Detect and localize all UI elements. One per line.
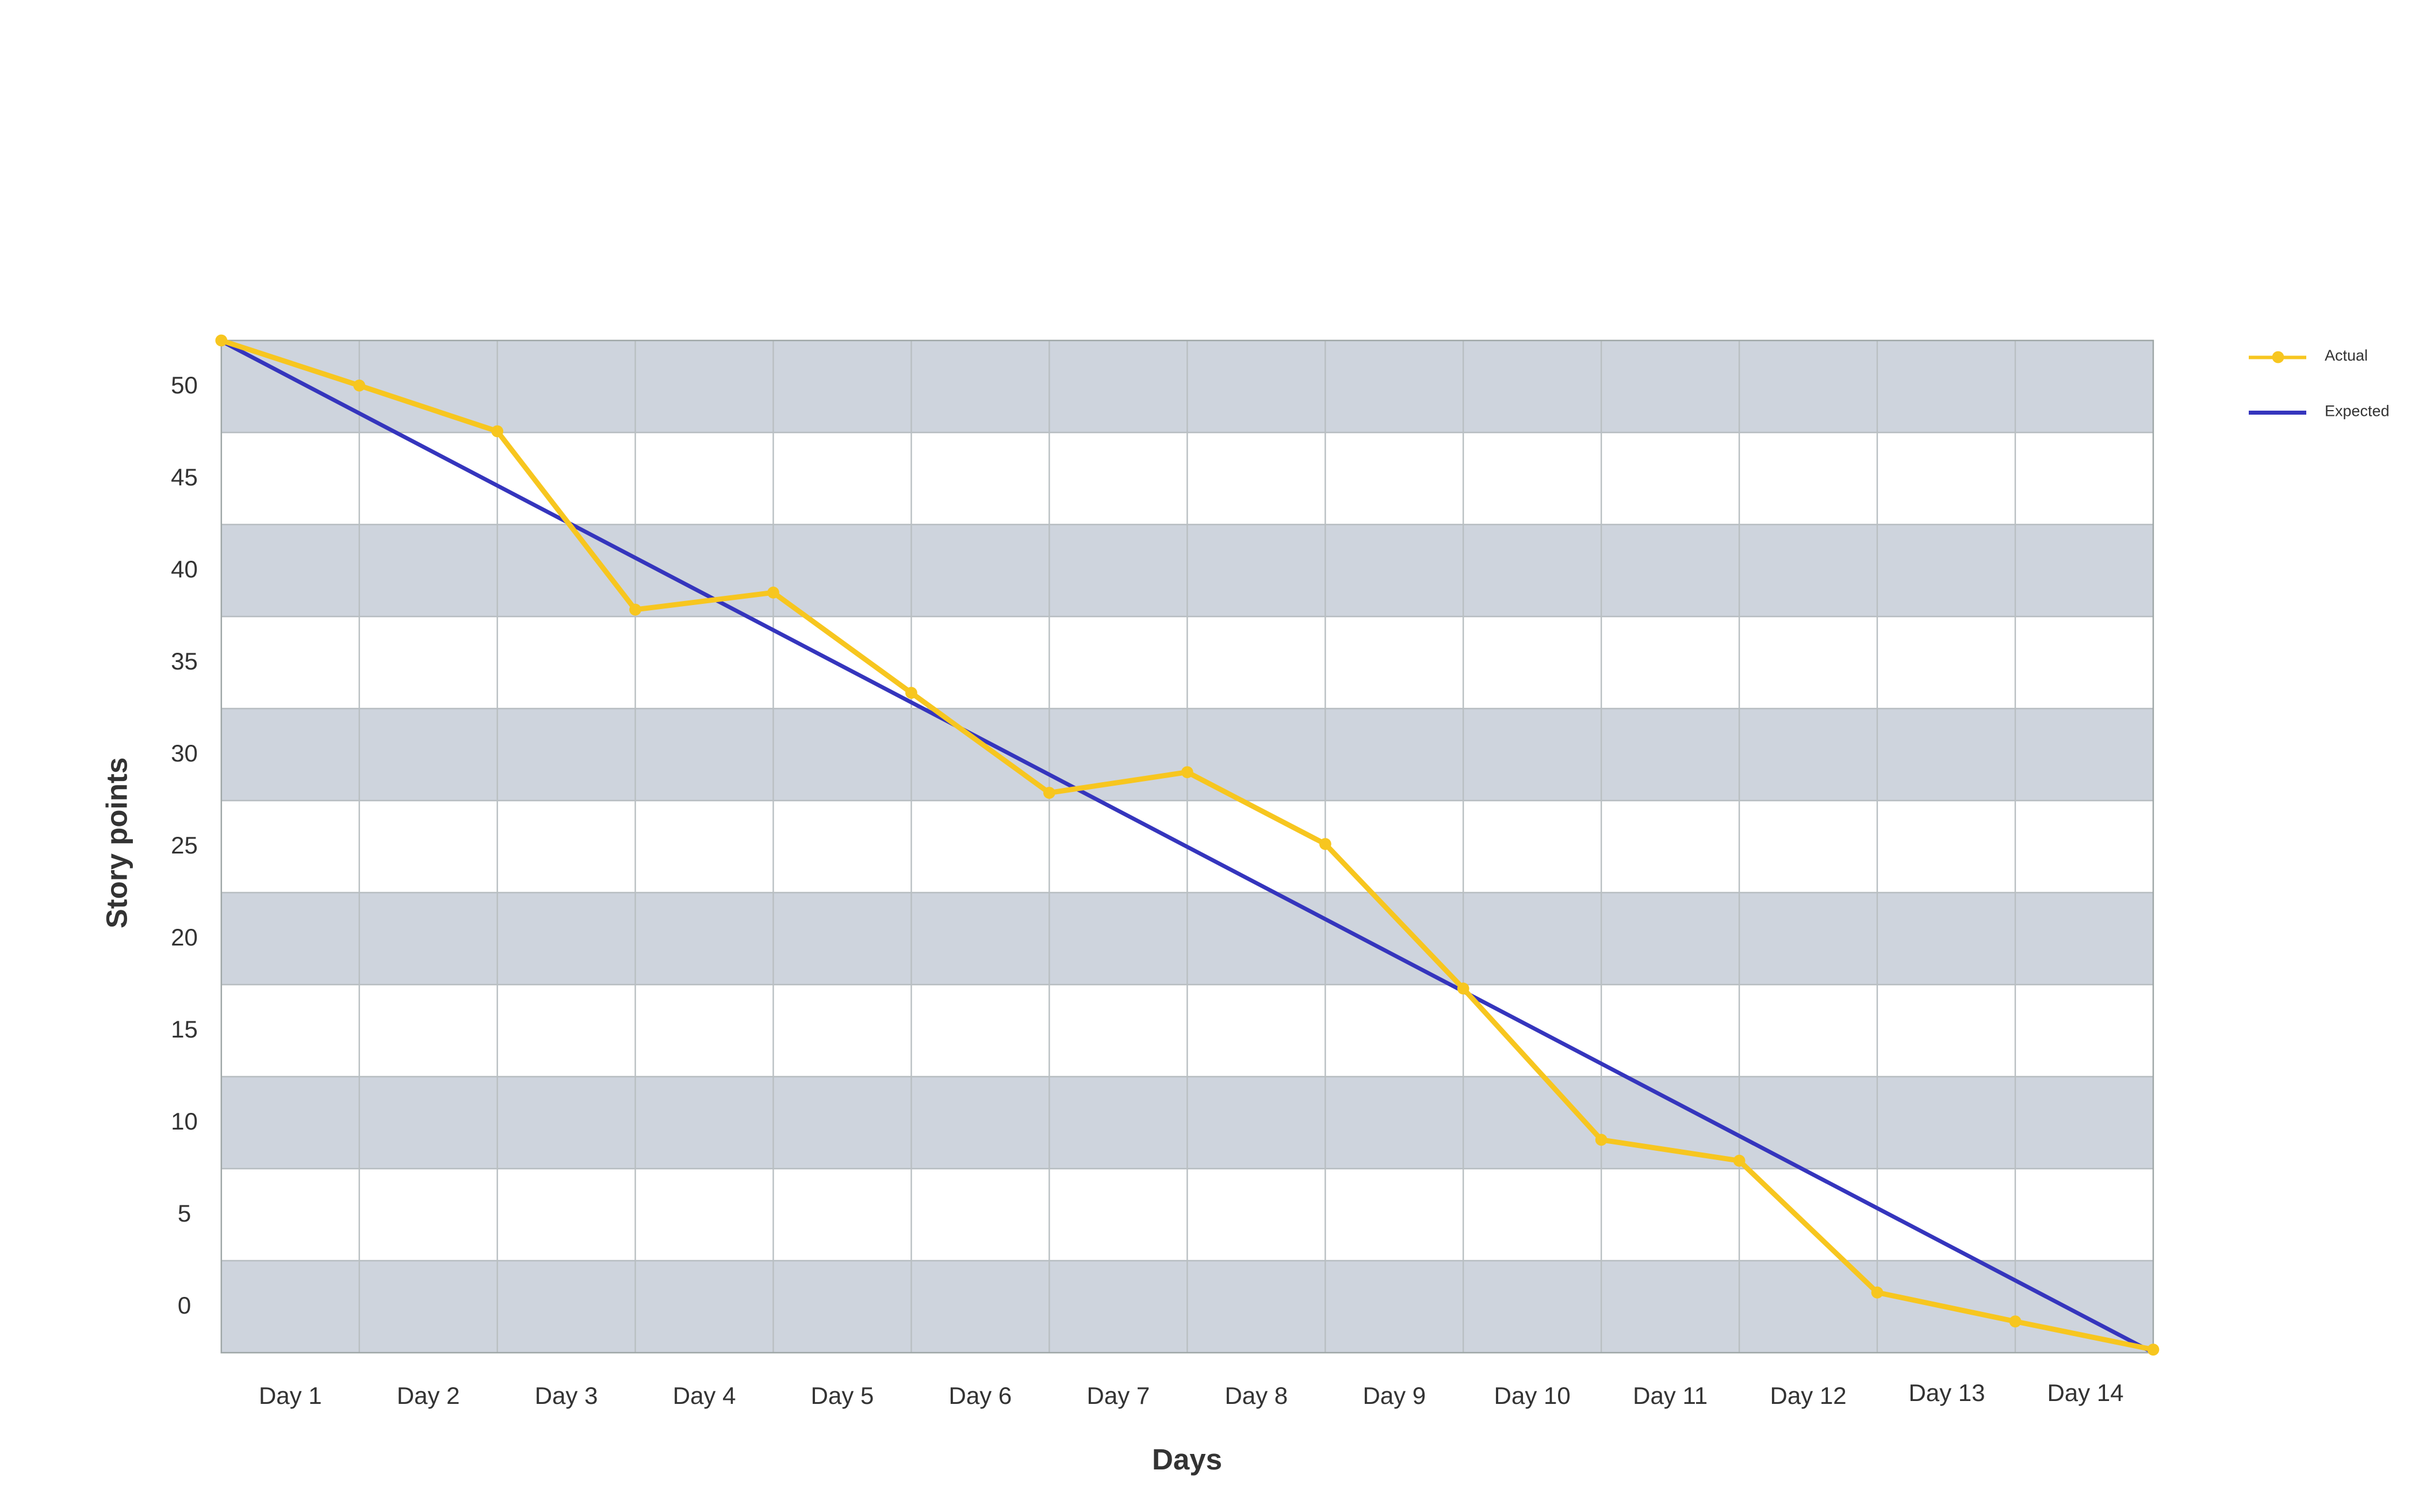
svg-text:Day 13: Day 13 (1908, 1379, 1985, 1406)
svg-text:Day 6: Day 6 (949, 1382, 1012, 1409)
svg-text:Day 5: Day 5 (811, 1382, 874, 1409)
svg-text:Expected: Expected (2325, 403, 2390, 420)
svg-text:45: 45 (171, 464, 198, 491)
svg-text:5: 5 (178, 1200, 191, 1227)
svg-text:15: 15 (171, 1016, 198, 1043)
svg-text:Day 12: Day 12 (1770, 1382, 1847, 1409)
svg-text:Day 3: Day 3 (535, 1382, 598, 1409)
svg-text:Day 1: Day 1 (259, 1382, 322, 1409)
svg-text:Day 7: Day 7 (1087, 1382, 1150, 1409)
svg-text:Day 11: Day 11 (1633, 1382, 1708, 1409)
svg-text:Day 14: Day 14 (2047, 1379, 2123, 1406)
svg-text:30: 30 (171, 740, 198, 767)
svg-text:Day 10: Day 10 (1494, 1382, 1571, 1409)
svg-text:Day 9: Day 9 (1362, 1382, 1426, 1409)
svg-text:Story points: Story points (101, 757, 133, 929)
svg-text:25: 25 (171, 832, 198, 859)
svg-text:Day 8: Day 8 (1224, 1382, 1288, 1409)
svg-text:50: 50 (171, 372, 198, 399)
svg-text:Actual: Actual (2325, 347, 2368, 364)
svg-text:10: 10 (171, 1108, 198, 1135)
svg-text:35: 35 (171, 648, 198, 675)
svg-text:0: 0 (178, 1292, 191, 1319)
svg-text:Day 2: Day 2 (397, 1382, 460, 1409)
svg-text:Day 4: Day 4 (673, 1382, 736, 1409)
svg-text:20: 20 (171, 924, 198, 951)
svg-text:40: 40 (171, 556, 198, 583)
svg-text:Days: Days (1152, 1443, 1222, 1476)
